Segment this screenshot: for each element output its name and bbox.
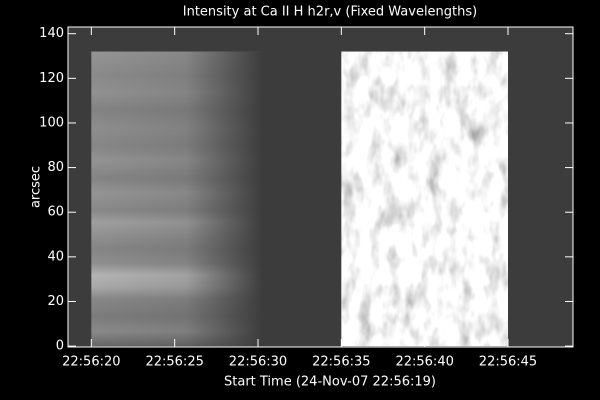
- y-tick-label: 140: [39, 26, 64, 41]
- y-axis-label: arcsec: [29, 166, 44, 208]
- image-fade: [91, 51, 263, 347]
- y-tick-label: 100: [39, 115, 64, 130]
- x-tick-label: 22:56:35: [312, 355, 370, 370]
- y-tick-label: 20: [47, 294, 64, 309]
- x-tick-label: 22:56:40: [395, 355, 453, 370]
- y-tick-label: 80: [47, 160, 64, 175]
- y-tick-label: 120: [39, 71, 64, 86]
- y-tick-label: 0: [56, 339, 64, 354]
- x-tick-label: 22:56:25: [145, 355, 203, 370]
- x-tick-label: 22:56:30: [229, 355, 287, 370]
- axis-frame: [67, 26, 574, 348]
- x-axis-label: Start Time (24-Nov-07 22:56:19): [224, 375, 436, 390]
- y-tick-label: 40: [47, 249, 64, 264]
- x-tick-label: 22:56:45: [479, 355, 537, 370]
- image-block: [341, 51, 508, 347]
- y-tick-label: 60: [47, 205, 64, 220]
- chart-title: Intensity at Ca II H h2r,v (Fixed Wavele…: [183, 5, 477, 20]
- x-tick-label: 22:56:20: [62, 355, 120, 370]
